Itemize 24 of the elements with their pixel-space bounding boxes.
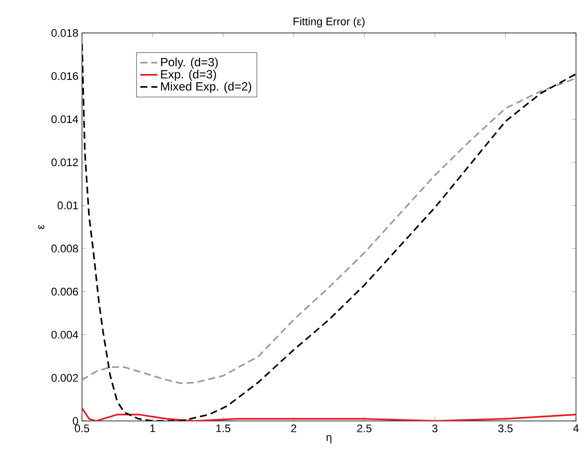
legend-label: Exp. (d=3) <box>161 70 216 81</box>
y-tick-label: 0.01 <box>58 202 78 210</box>
y-tick-label: 0 <box>72 417 78 425</box>
legend-label: Mixed Exp. (d=2) <box>161 82 252 94</box>
y-tick-label: 0.018 <box>51 29 78 37</box>
chart-title: Fitting Error (ε) <box>294 17 365 28</box>
x-tick-label: 1.5 <box>216 424 230 432</box>
y-axis-title: ε <box>38 224 44 230</box>
x-tick-label: 0.5 <box>74 424 90 432</box>
x-tick-label: 2 <box>291 424 296 432</box>
x-tick-label: 3.5 <box>498 424 513 432</box>
y-tick-label: 0.008 <box>51 244 78 252</box>
y-tick-label: 0.002 <box>51 374 78 382</box>
y-tick-label: 0.014 <box>51 115 78 124</box>
y-tick-label: 0.006 <box>51 288 78 296</box>
x-tick-label: 4 <box>573 424 579 432</box>
y-tick-label: 0.012 <box>51 158 78 166</box>
legend-label: Poly. (d=3) <box>161 58 218 69</box>
y-tick-label: 0.016 <box>51 72 78 80</box>
x-tick-label: 3 <box>432 424 438 432</box>
x-axis-title: η <box>326 435 332 444</box>
x-tick-label: 2.5 <box>357 424 372 432</box>
x-tick-label: 1 <box>150 424 156 432</box>
y-tick-label: 0.004 <box>51 330 78 339</box>
